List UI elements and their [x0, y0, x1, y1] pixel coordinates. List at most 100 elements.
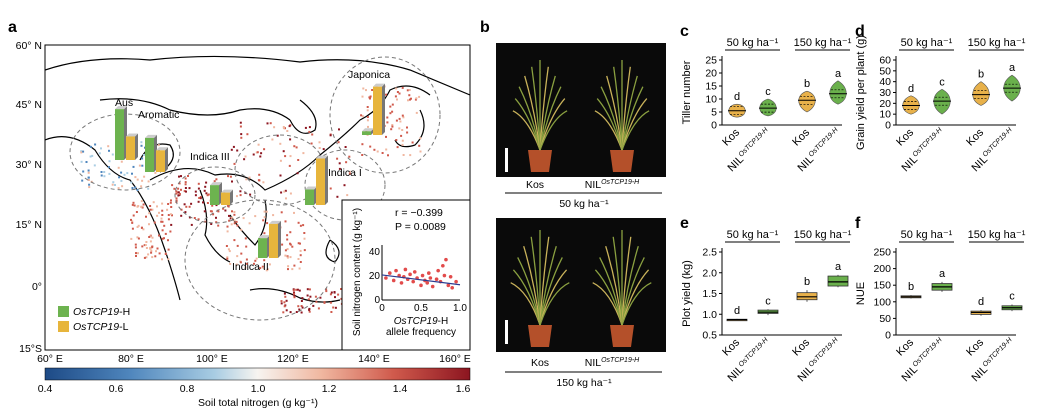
soil-sample-dot	[336, 157, 339, 160]
inset-fit-line	[381, 274, 461, 286]
soil-sample-dot	[239, 194, 242, 197]
soil-sample-dot	[266, 122, 269, 125]
soil-sample-dot	[288, 164, 291, 167]
inset-ylabel: Soil nitrogen content (g kg⁻¹)	[352, 208, 363, 336]
soil-sample-dot	[385, 93, 387, 96]
soil-sample-dot	[361, 95, 364, 98]
x-tick-kos: Kos	[790, 126, 812, 148]
soil-sample-dot	[300, 311, 303, 314]
soil-sample-dot	[188, 216, 191, 219]
panel-c-label: c	[680, 23, 689, 40]
soil-sample-dot	[297, 258, 300, 260]
group-label: Indica II	[232, 261, 269, 273]
soil-sample-dot	[93, 164, 96, 167]
soil-sample-dot	[398, 127, 401, 130]
soil-sample-dot	[376, 150, 379, 153]
legend-h-name: OsTCP19	[73, 306, 119, 318]
soil-sample-dot	[236, 149, 239, 152]
soil-data-speckles	[80, 85, 422, 314]
soil-sample-dot	[137, 205, 140, 207]
soil-sample-dot	[398, 117, 401, 120]
soil-sample-dot	[258, 173, 261, 176]
soil-sample-dot	[235, 263, 238, 266]
pot	[528, 150, 552, 172]
soil-sample-dot	[167, 203, 170, 205]
soil-sample-dot	[406, 89, 409, 92]
significance-letter: c	[765, 86, 771, 98]
soil-sample-dot	[283, 301, 286, 304]
inset-point	[450, 285, 455, 290]
soil-sample-dot	[419, 137, 422, 140]
significance-letter: c	[765, 295, 771, 307]
soil-sample-dot	[185, 205, 188, 208]
pot	[610, 150, 634, 172]
soil-sample-dot	[240, 228, 243, 231]
x-tick-base: Kos	[790, 126, 812, 148]
soil-sample-dot	[233, 211, 236, 213]
soil-sample-dot	[343, 184, 346, 187]
soil-sample-dot	[204, 185, 207, 188]
x-tick-base: Kos	[720, 336, 742, 358]
soil-sample-dot	[298, 289, 301, 292]
y-tick-label: 20	[705, 68, 717, 80]
soil-sample-dot	[228, 214, 230, 217]
label-kos-150: Kos	[531, 357, 549, 369]
soil-sample-dot	[147, 253, 150, 256]
soil-sample-dot	[138, 164, 141, 167]
inset-xlabel-gene: OsTCP19	[394, 316, 438, 327]
label-nil-150: NIL	[585, 357, 602, 369]
tiller	[539, 110, 568, 151]
soil-sample-dot	[130, 181, 133, 184]
soil-sample-dot	[329, 134, 332, 137]
x-tick-sup: OsTCP19-H	[738, 126, 771, 159]
soil-sample-dot	[108, 166, 110, 169]
soil-sample-dot	[289, 256, 292, 259]
allele-bar-top	[115, 106, 127, 110]
soil-sample-dot	[283, 292, 286, 295]
soil-sample-dot	[284, 189, 287, 192]
allele-bar	[221, 192, 230, 205]
soil-sample-dot	[306, 294, 309, 297]
inset-point	[446, 283, 451, 288]
soil-sample-dot	[169, 201, 172, 204]
soil-sample-dot	[233, 239, 236, 242]
soil-sample-dot	[153, 221, 156, 224]
soil-sample-dot	[292, 289, 295, 292]
soil-sample-dot	[167, 248, 170, 251]
soil-sample-dot	[167, 258, 170, 261]
svg-text:OsTCP19-H: OsTCP19-H	[394, 316, 448, 327]
plot-e: e 0.5 1.0 1.5 2.0 2.5 Plot yield (kg) 50 kg ha⁻…	[680, 215, 852, 384]
soil-sample-dot	[391, 124, 394, 126]
soil-sample-dot	[236, 224, 239, 227]
x-tick-kos: Kos	[790, 336, 812, 358]
soil-sample-dot	[140, 200, 143, 203]
y-tick-label: 50	[879, 313, 891, 325]
panel-d-label: d	[855, 23, 865, 40]
soil-sample-dot	[308, 308, 311, 311]
soil-sample-dot	[228, 219, 231, 222]
label-nil-50: NIL	[585, 179, 602, 191]
soil-sample-dot	[145, 215, 147, 218]
soil-sample-dot	[336, 195, 339, 198]
soil-sample-dot	[215, 216, 217, 219]
soil-sample-dot	[369, 97, 371, 100]
soil-sample-dot	[244, 237, 247, 240]
x-tick-sup: OsTCP19-H	[912, 126, 945, 159]
inset-point	[420, 273, 425, 278]
soil-sample-dot	[177, 191, 180, 194]
lon-label: 140° E	[358, 353, 390, 365]
soil-sample-dot	[161, 209, 164, 212]
soil-sample-dot	[284, 220, 287, 223]
soil-sample-dot	[209, 210, 212, 213]
soil-sample-dot	[180, 214, 183, 217]
inset-point	[419, 283, 423, 288]
soil-sample-dot	[175, 197, 178, 200]
soil-sample-dot	[293, 296, 296, 299]
soil-sample-dot	[215, 221, 218, 224]
soil-sample-dot	[145, 256, 148, 259]
y-tick-label: 0.5	[702, 330, 717, 342]
soil-sample-dot	[239, 190, 242, 193]
soil-sample-dot	[197, 187, 200, 190]
colorbar	[44, 367, 471, 381]
